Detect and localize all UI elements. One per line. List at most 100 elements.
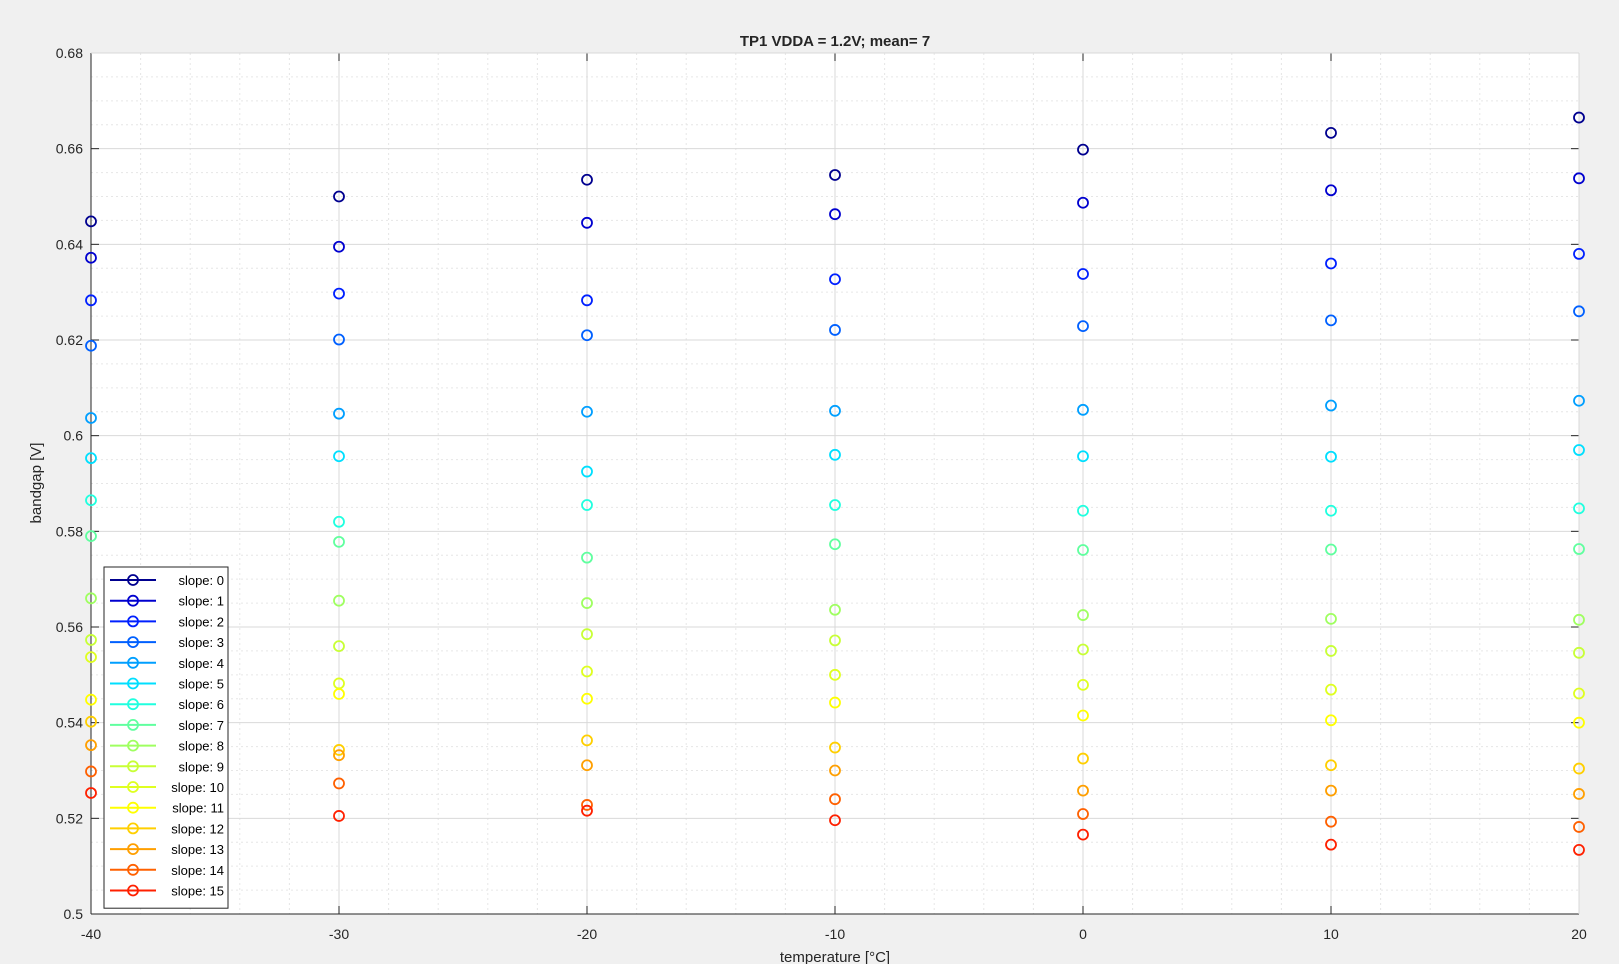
legend-marker-slope-12 — [127, 822, 139, 835]
data-point-slope-11 — [1573, 716, 1585, 729]
y-axis-label: bandgap [V] — [28, 443, 45, 524]
data-point-slope-6 — [1573, 502, 1585, 515]
data-point-slope-4 — [333, 407, 345, 420]
legend-label-slope-2: slope: 2 — [178, 614, 224, 629]
legend-marker-slope-8 — [127, 739, 139, 752]
x-tick-label: -10 — [825, 926, 845, 942]
data-point-slope-4 — [1325, 399, 1337, 412]
x-tick-label: 10 — [1323, 926, 1339, 942]
legend-marker-slope-9 — [127, 760, 139, 773]
y-tick-label: 0.6 — [64, 428, 84, 444]
data-point-slope-9 — [829, 634, 841, 647]
y-tick-label: 0.66 — [56, 141, 83, 157]
data-point-slope-4 — [581, 405, 593, 418]
data-point-slope-15 — [1573, 844, 1585, 856]
data-point-slope-1 — [1573, 172, 1585, 185]
data-point-slope-6 — [1325, 504, 1337, 517]
x-tick-label: 0 — [1079, 926, 1087, 942]
data-point-slope-15 — [1325, 838, 1337, 851]
data-point-slope-10 — [1325, 683, 1337, 696]
y-tick-label: 0.54 — [56, 715, 83, 731]
data-point-slope-13 — [333, 749, 345, 762]
data-point-slope-14 — [1077, 808, 1089, 820]
data-point-slope-7 — [1573, 543, 1585, 555]
legend-label-slope-14: slope: 14 — [171, 863, 224, 878]
y-tick-label: 0.52 — [56, 810, 83, 826]
data-point-slope-1 — [333, 240, 345, 253]
y-tick-label: 0.5 — [64, 906, 84, 922]
data-point-slope-2 — [829, 273, 841, 286]
legend-marker-slope-14 — [127, 863, 139, 876]
data-point-slope-11 — [1325, 714, 1337, 727]
data-point-slope-14 — [1325, 815, 1337, 828]
legend-label-slope-7: slope: 7 — [178, 718, 224, 733]
data-point-slope-13 — [1077, 784, 1089, 797]
data-point-slope-8 — [829, 603, 841, 616]
data-point-slope-11 — [85, 693, 97, 706]
y-tick-label: 0.62 — [56, 332, 83, 348]
data-point-slope-15 — [333, 810, 345, 822]
x-tick-label: -30 — [329, 926, 349, 942]
legend-marker-slope-5 — [127, 677, 139, 690]
chart-title: TP1 VDDA = 1.2V; mean= 7 — [740, 33, 930, 50]
data-point-slope-0 — [581, 173, 593, 186]
legend-label-slope-15: slope: 15 — [171, 884, 224, 899]
data-point-slope-6 — [85, 494, 97, 507]
legend-marker-slope-13 — [127, 843, 139, 855]
data-point-slope-1 — [1077, 196, 1089, 209]
legend: slope: 0 slope: 1 slope: 2 slope: 3 slope: 4… — [103, 566, 229, 909]
data-point-slope-13 — [85, 739, 97, 752]
legend-label-slope-12: slope: 12 — [171, 821, 224, 836]
data-point-slope-14 — [333, 777, 345, 790]
data-point-slope-14 — [1573, 821, 1585, 833]
data-point-slope-2 — [1077, 268, 1089, 280]
legend-marker-slope-1 — [127, 594, 139, 607]
data-point-slope-2 — [1573, 247, 1585, 260]
legend-marker-slope-4 — [127, 656, 139, 669]
legend-marker-slope-2 — [127, 615, 139, 628]
data-point-slope-15 — [581, 804, 593, 817]
data-point-slope-14 — [581, 799, 593, 811]
data-point-slope-9 — [85, 634, 97, 646]
data-point-slope-15 — [829, 814, 841, 827]
data-point-slope-9 — [333, 640, 345, 653]
data-point-slope-8 — [1573, 613, 1585, 626]
data-point-slope-13 — [1325, 784, 1337, 797]
y-tick-label: 0.68 — [56, 45, 83, 61]
data-point-slope-7 — [581, 551, 593, 564]
data-point-slope-8 — [333, 594, 345, 607]
legend-label-slope-11: slope: 11 — [172, 801, 224, 816]
data-point-slope-9 — [1077, 643, 1089, 656]
data-point-slope-5 — [1573, 444, 1585, 456]
data-point-slope-10 — [85, 651, 97, 664]
legend-label-slope-1: slope: 1 — [178, 594, 224, 609]
data-point-slope-8 — [581, 597, 593, 609]
y-tick-label: 0.64 — [56, 236, 83, 252]
data-point-slope-3 — [85, 339, 97, 352]
data-point-slope-7 — [85, 530, 97, 543]
data-point-slope-11 — [1077, 709, 1089, 722]
data-point-slope-3 — [1325, 314, 1337, 327]
data-point-slope-6 — [829, 499, 841, 511]
data-point-slope-8 — [1325, 612, 1337, 625]
y-tick-label: 0.58 — [56, 523, 83, 539]
data-point-slope-6 — [1077, 504, 1089, 517]
legend-marker-slope-10 — [127, 781, 139, 793]
data-point-slope-0 — [1325, 126, 1337, 139]
data-point-slope-5 — [85, 452, 97, 465]
data-point-slope-2 — [1325, 257, 1337, 270]
legend-label-slope-5: slope: 5 — [178, 677, 224, 692]
data-point-slope-1 — [829, 208, 841, 221]
data-point-slope-8 — [1077, 609, 1089, 621]
data-point-slope-13 — [1573, 788, 1585, 800]
axes — [90, 52, 1580, 915]
data-point-slope-1 — [581, 216, 593, 229]
data-point-slope-10 — [581, 665, 593, 678]
legend-label-slope-9: slope: 9 — [178, 759, 224, 774]
data-point-slope-12 — [1573, 762, 1585, 775]
data-point-slope-7 — [1325, 543, 1337, 556]
legend-marker-slope-6 — [127, 698, 139, 711]
data-point-slope-1 — [85, 251, 97, 264]
data-point-slope-4 — [1077, 403, 1089, 416]
